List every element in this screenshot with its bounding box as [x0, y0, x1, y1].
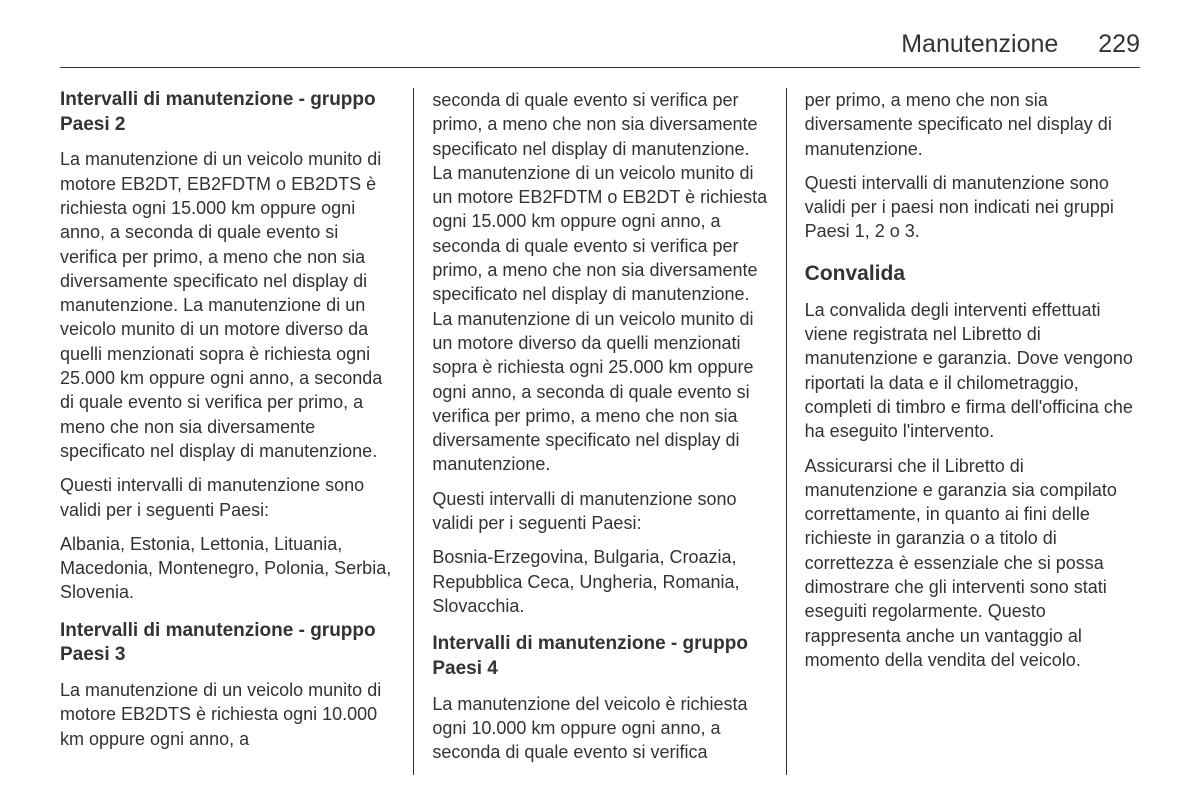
heading-group4: Intervalli di manutenzione - gruppo Paes… [432, 632, 767, 681]
content-columns: Intervalli di manutenzione - gruppo Paes… [60, 88, 1140, 775]
body-text: La convalida degli interventi effettuati… [805, 298, 1140, 444]
page-number: 229 [1098, 30, 1140, 59]
body-text: La manutenzione di un veicolo munito di … [60, 678, 395, 751]
header-title: Manutenzione [901, 30, 1058, 59]
heading-group3: Intervalli di manutenzione - gruppo Paes… [60, 619, 395, 668]
body-text: La manutenzione del veicolo è richiesta … [432, 692, 767, 765]
page-header: Manutenzione 229 [60, 30, 1140, 68]
body-text: Bosnia-Erzegovina, Bulgaria, Croazia, Re… [432, 545, 767, 618]
column-1: Intervalli di manutenzione - gruppo Paes… [60, 88, 414, 775]
heading-group2: Intervalli di manutenzione - gruppo Paes… [60, 88, 395, 137]
body-text: seconda di quale evento si verifica per … [432, 88, 767, 477]
heading-convalida: Convalida [805, 262, 1140, 286]
body-text: Assicurarsi che il Libretto di manutenzi… [805, 454, 1140, 673]
body-text: Questi intervalli di manutenzione sono v… [805, 171, 1140, 244]
body-text: per primo, a meno che non sia diversamen… [805, 88, 1140, 161]
body-text: Questi intervalli di manutenzione sono v… [432, 487, 767, 536]
column-3: per primo, a meno che non sia diversamen… [787, 88, 1140, 775]
body-text: Albania, Estonia, Lettonia, Lituania, Ma… [60, 532, 395, 605]
column-2: seconda di quale evento si verifica per … [414, 88, 786, 775]
body-text: Questi intervalli di manutenzione sono v… [60, 473, 395, 522]
body-text: La manutenzione di un veicolo munito di … [60, 147, 395, 463]
